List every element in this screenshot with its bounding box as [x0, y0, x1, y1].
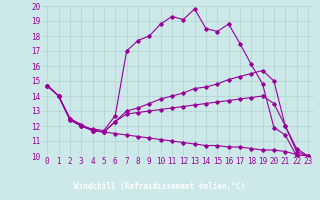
Text: Windchill (Refroidissement éolien,°C): Windchill (Refroidissement éolien,°C) [75, 182, 245, 192]
